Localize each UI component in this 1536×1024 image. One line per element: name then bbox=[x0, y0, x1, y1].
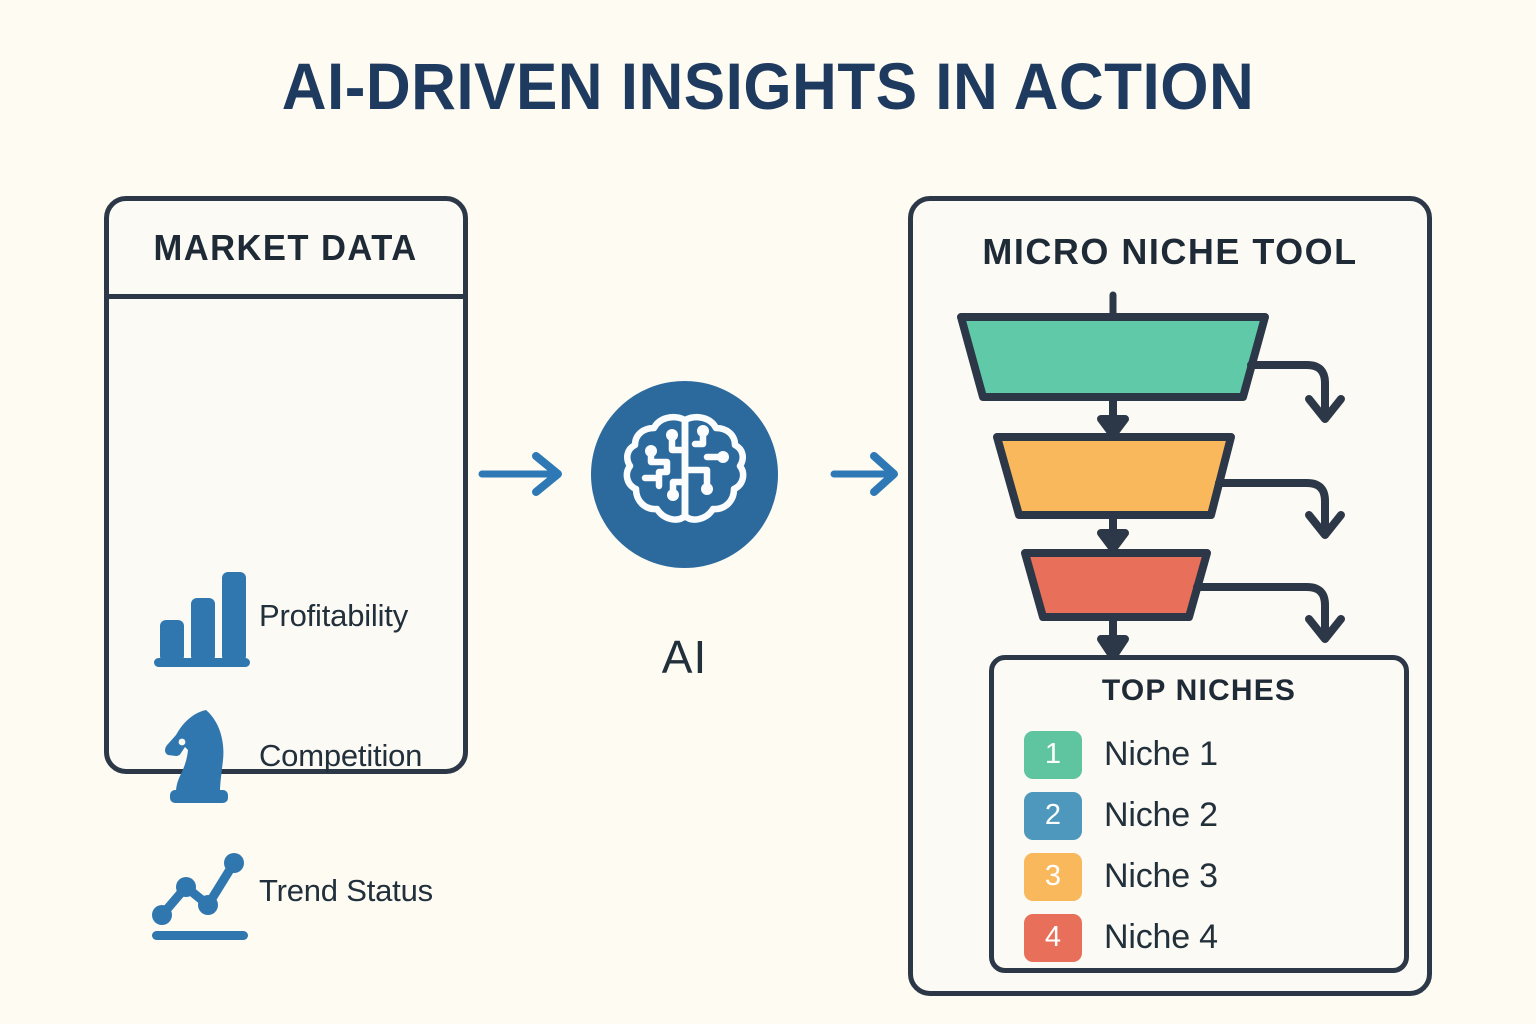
niche-label: Niche 2 bbox=[1104, 796, 1218, 834]
brain-circuit-icon bbox=[615, 404, 755, 545]
niche-rank-badge: 4 bbox=[1024, 913, 1082, 962]
arrow-ai-to-tool bbox=[830, 446, 910, 507]
metric-label-profitability: Profitability bbox=[259, 598, 409, 633]
metric-label-trend-status: Trend Status bbox=[259, 873, 433, 908]
list-item[interactable]: 3 Niche 3 bbox=[1024, 846, 1384, 907]
page-title: AI-DRIVEN INSIGHTS IN ACTION bbox=[281, 49, 1255, 123]
market-data-header: MARKET DATA bbox=[109, 201, 463, 299]
niche-rank-badge: 1 bbox=[1024, 730, 1082, 779]
funnel-stage-3 bbox=[1021, 549, 1211, 621]
chess-knight-icon bbox=[145, 701, 255, 811]
top-niches-list: 1 Niche 1 2 Niche 2 3 Niche 3 4 Niche 4 bbox=[1024, 724, 1384, 968]
niche-label: Niche 1 bbox=[1104, 735, 1218, 773]
micro-niche-tool-header: MICRO NICHE TOOL bbox=[982, 231, 1358, 272]
list-item[interactable]: 1 Niche 1 bbox=[1024, 724, 1384, 785]
metric-row-profitability: Profitability bbox=[145, 556, 445, 676]
niche-rank-badge: 2 bbox=[1024, 791, 1082, 840]
market-data-panel: MARKET DATA Profitability bbox=[104, 196, 468, 940]
metric-row-trend-status: Trend Status bbox=[145, 831, 445, 951]
metric-label-competition: Competition bbox=[259, 738, 423, 773]
funnel-diagram bbox=[957, 291, 1345, 661]
arrow-market-to-ai bbox=[478, 446, 574, 507]
list-item[interactable]: 4 Niche 4 bbox=[1024, 907, 1384, 968]
metric-row-competition: Competition bbox=[145, 696, 445, 816]
market-data-header-label: MARKET DATA bbox=[153, 226, 419, 268]
ai-brain-badge bbox=[591, 381, 778, 568]
funnel-stage-1 bbox=[957, 313, 1269, 401]
niche-label: Niche 4 bbox=[1104, 918, 1218, 956]
micro-niche-tool-panel: MICRO NICHE TOOL bbox=[908, 196, 1432, 996]
niche-rank-badge: 3 bbox=[1024, 852, 1082, 901]
niche-label: Niche 3 bbox=[1104, 857, 1218, 895]
trend-line-icon bbox=[145, 836, 255, 946]
top-niches-title: TOP NICHES bbox=[1101, 674, 1297, 707]
list-item[interactable]: 2 Niche 2 bbox=[1024, 785, 1384, 846]
funnel-stage-2 bbox=[993, 433, 1235, 519]
ai-label: AI bbox=[661, 631, 708, 683]
bar-chart-icon bbox=[145, 561, 255, 671]
top-niches-panel: TOP NICHES 1 Niche 1 2 Niche 2 3 Niche 3… bbox=[989, 655, 1409, 973]
